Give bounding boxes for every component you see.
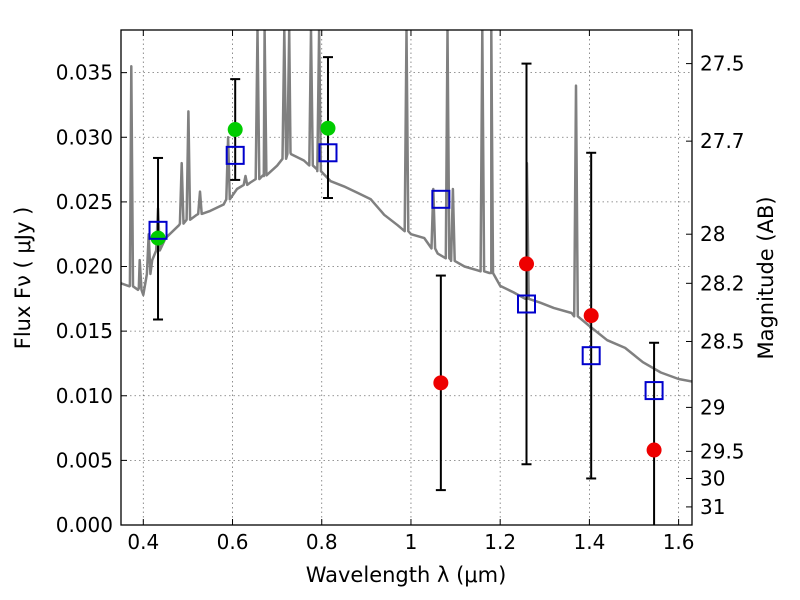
model-spectrum-line [121, 30, 692, 383]
model-photometry-square [148, 220, 168, 240]
detection-point [227, 122, 243, 138]
x-tick-label: 1.2 [484, 530, 516, 554]
y2-tick-label: 27.5 [700, 52, 745, 76]
x-tick-label: 1.6 [663, 530, 695, 554]
y-tick-label: 0.035 [56, 61, 113, 85]
model-photometry-square [431, 189, 451, 209]
low-significance-point [646, 442, 662, 458]
y-tick-label: 0.015 [56, 319, 113, 343]
y-tick-label: 0.005 [56, 448, 113, 472]
x-tick-label: 0.6 [217, 530, 249, 554]
y-tick-label: 0.030 [56, 125, 113, 149]
x-tick-label: 1 [405, 530, 418, 554]
plot-frame [120, 29, 693, 526]
model-photometry-square [225, 145, 245, 165]
y2-tick-label: 31 [700, 495, 725, 519]
y-tick-label: 0.000 [56, 513, 113, 537]
y-tick-label: 0.025 [56, 190, 113, 214]
detection-point [320, 120, 336, 136]
y2-tick-label: 30 [700, 466, 725, 490]
y-tick-label: 0.020 [56, 255, 113, 279]
low-significance-point [433, 375, 449, 391]
model-photometry-square [318, 143, 338, 163]
axes: 0.4 0.6 0.8 1 1.2 1.4 1.6 0.000 0.005 0.010 0.015 0… [56, 30, 745, 554]
y2-axis-title: Magnitude (AB) [754, 196, 778, 359]
x-tick-label: 0.8 [306, 530, 338, 554]
y2-tick-label: 28.2 [700, 271, 745, 295]
error-bar [649, 341, 660, 525]
y2-tick-label: 29.5 [700, 439, 745, 463]
y-axis-title: Flux Fν ( μJy ) [11, 207, 35, 350]
x-tick-label: 1.4 [573, 530, 605, 554]
y2-tick-label: 28 [700, 222, 725, 246]
y-tick-label: 0.010 [56, 384, 113, 408]
plot-area [121, 30, 692, 383]
low-significance-point [518, 256, 534, 272]
y2-tick-label: 28.5 [700, 329, 745, 353]
x-axis-title: Wavelength λ (μm) [306, 563, 507, 587]
markers [148, 56, 664, 525]
model-photometry-square [581, 346, 601, 366]
model-photometry-square [644, 381, 664, 401]
y2-tick-label: 27.7 [700, 129, 745, 153]
x-tick-label: 0.4 [127, 530, 159, 554]
model-photometry-square [516, 294, 536, 314]
low-significance-point [583, 308, 599, 324]
grid [121, 30, 692, 526]
y2-tick-label: 29 [700, 395, 725, 419]
